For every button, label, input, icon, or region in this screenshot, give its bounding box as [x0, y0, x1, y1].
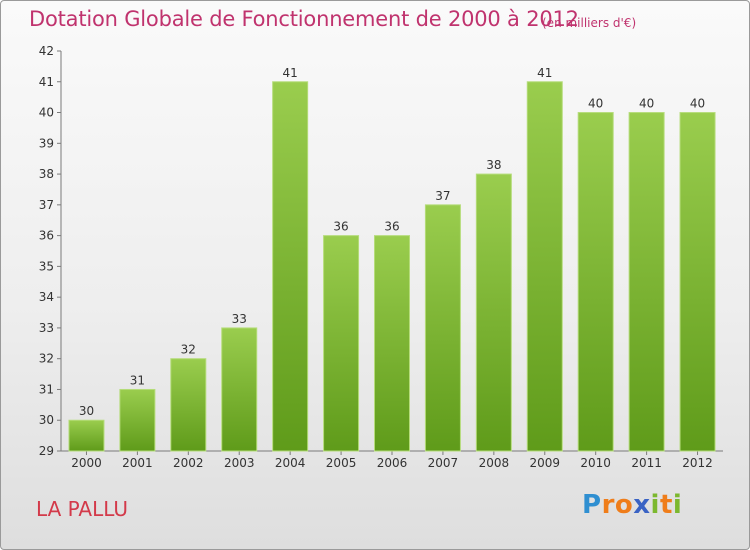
data-label-2008: 38 [486, 158, 501, 172]
data-label-2002: 32 [181, 343, 196, 357]
bar-2011[interactable] [628, 112, 665, 452]
x-tick-label: 2003 [224, 456, 255, 470]
bar-2003[interactable] [221, 327, 258, 452]
x-tick-label: 2009 [529, 456, 560, 470]
bar-2007[interactable] [424, 204, 461, 452]
chart-unit: (en milliers d'€) [542, 16, 637, 30]
x-tick-label: 2012 [682, 456, 713, 470]
axes: 29 30 31 32 33 34 35 36 37 38 39 40 41 42 2000 2001 2002… [39, 44, 723, 470]
data-label-2010: 40 [588, 97, 603, 111]
data-label-2005: 36 [333, 220, 348, 234]
data-label-2006: 36 [384, 220, 399, 234]
y-tick-label: 32 [39, 352, 54, 366]
data-label-2000: 30 [79, 404, 94, 418]
x-tick-label: 2006 [377, 456, 408, 470]
x-tick-label: 2007 [428, 456, 459, 470]
data-label-2007: 37 [435, 189, 450, 203]
x-tick-label: 2005 [326, 456, 357, 470]
x-tick-label: 2010 [580, 456, 611, 470]
bar-2005[interactable] [323, 235, 360, 452]
y-tick-label: 33 [39, 321, 54, 335]
data-labels-group: 30 31 32 33 41 36 36 37 38 41 40 40 40 [79, 66, 705, 418]
y-tick-label: 31 [39, 382, 54, 396]
x-tick-label: 2002 [173, 456, 204, 470]
y-tick-label: 41 [39, 75, 54, 89]
data-label-2004: 41 [283, 66, 298, 80]
bar-2000[interactable] [68, 419, 105, 452]
bar-2010[interactable] [577, 112, 614, 452]
x-tick-label: 2008 [479, 456, 510, 470]
commune-name: LA PALLU [36, 497, 129, 521]
y-tick-label: 37 [39, 198, 54, 212]
bar-2006[interactable] [374, 235, 410, 452]
x-tick-label: 2011 [631, 456, 662, 470]
data-label-2011: 40 [639, 97, 654, 111]
y-tick-label: 30 [39, 413, 54, 427]
y-tick-label: 42 [39, 44, 54, 58]
bar-2004[interactable] [272, 81, 309, 452]
chart-title: Dotation Globale de Fonctionnement de 20… [29, 7, 579, 31]
bar-2012[interactable] [679, 112, 716, 452]
y-tick-label: 39 [39, 136, 54, 150]
y-tick-label: 35 [39, 259, 54, 273]
x-tick-label: 2001 [122, 456, 153, 470]
data-label-2012: 40 [690, 97, 705, 111]
y-tick-label: 29 [39, 444, 54, 458]
bar-2008[interactable] [475, 173, 512, 452]
bar-2001[interactable] [119, 388, 156, 452]
data-label-2001: 31 [130, 373, 145, 387]
data-label-2009: 41 [537, 66, 552, 80]
bars-group [68, 81, 716, 452]
y-tick-label: 36 [39, 229, 54, 243]
bar-2002[interactable] [170, 358, 207, 452]
x-tick-label: 2000 [71, 456, 102, 470]
data-label-2003: 33 [232, 312, 247, 326]
y-tick-label: 40 [39, 106, 54, 120]
y-tick-label: 38 [39, 167, 54, 181]
bar-2009[interactable] [526, 81, 563, 452]
x-tick-label: 2004 [275, 456, 306, 470]
proxiti-logo[interactable]: Proxiti [582, 490, 683, 520]
y-tick-label: 34 [39, 290, 54, 304]
